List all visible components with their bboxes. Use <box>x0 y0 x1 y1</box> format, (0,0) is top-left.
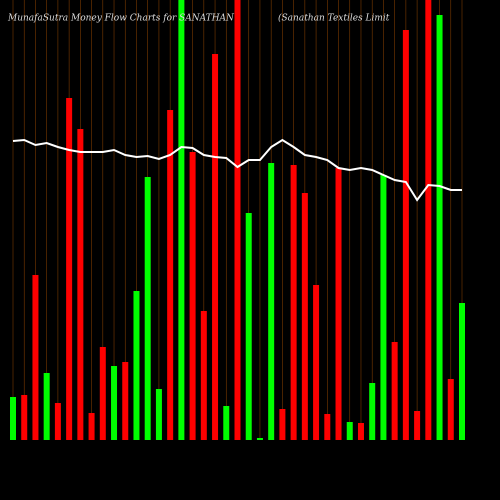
bar <box>279 409 286 440</box>
bar <box>290 165 297 440</box>
bar <box>245 213 252 440</box>
bar <box>335 168 342 440</box>
bar <box>425 0 432 440</box>
bar <box>99 347 106 440</box>
bar <box>369 383 376 440</box>
bar <box>43 373 50 440</box>
bar <box>54 403 61 440</box>
bar <box>256 438 263 440</box>
bar <box>200 311 207 440</box>
bar <box>301 193 308 440</box>
bar <box>155 389 162 440</box>
bar <box>144 177 151 440</box>
price-line <box>12 138 462 202</box>
bar <box>324 414 331 440</box>
bar <box>447 379 454 440</box>
bar <box>167 110 174 440</box>
bar <box>380 175 387 440</box>
bar <box>414 411 421 440</box>
bar <box>178 0 185 440</box>
bar <box>77 129 84 440</box>
bar <box>21 395 28 440</box>
bar <box>391 342 398 440</box>
bar <box>66 98 73 440</box>
bar <box>436 15 443 440</box>
bar <box>459 303 465 440</box>
bar <box>111 366 118 440</box>
bar <box>402 30 409 440</box>
bar <box>234 0 241 440</box>
bar <box>346 422 353 440</box>
bar <box>357 423 364 440</box>
bar <box>122 362 129 440</box>
bar <box>189 152 196 440</box>
bar <box>268 163 275 440</box>
chart-subtitle: (Sanathan Textiles Limit <box>278 13 390 24</box>
bar <box>212 54 219 440</box>
bar <box>313 285 320 440</box>
bars <box>10 0 465 440</box>
bar <box>88 413 95 440</box>
bar <box>10 397 16 440</box>
bar <box>32 275 39 440</box>
bar <box>133 291 140 440</box>
bar <box>223 406 230 440</box>
chart-title: MunafaSutra Money Flow Charts for SANATH… <box>7 14 235 24</box>
